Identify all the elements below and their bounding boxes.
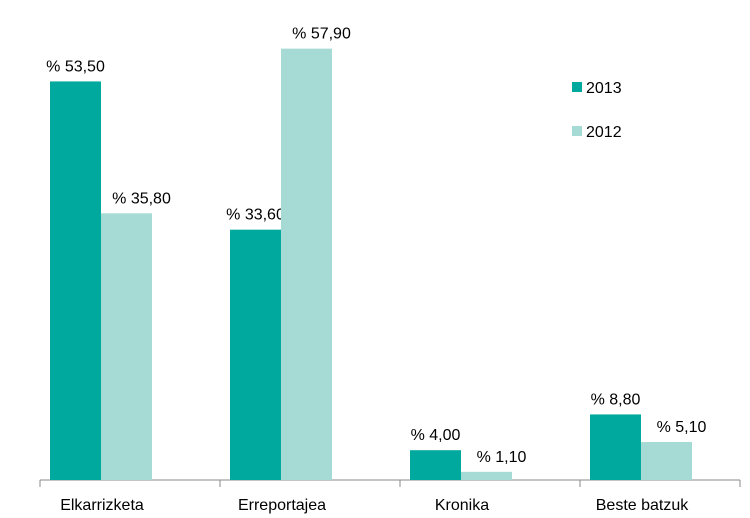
x-tick-label: Elkarrizketa (60, 497, 144, 514)
bar (281, 48, 332, 481)
bar (461, 471, 512, 480)
data-label: % 53,50 (46, 58, 105, 75)
data-label: % 35,80 (112, 190, 171, 207)
x-tick-label: Erreportajea (238, 497, 326, 514)
data-label: % 8,80 (591, 391, 641, 408)
bar (410, 450, 461, 480)
legend-label: 2012 (586, 124, 622, 141)
bar (101, 213, 152, 481)
data-label: % 4,00 (411, 427, 461, 444)
bar (50, 81, 101, 481)
legend-swatch (572, 126, 582, 136)
bar (230, 229, 281, 480)
bar (641, 442, 692, 480)
x-tick-label: Beste batzuk (596, 497, 690, 514)
bar (590, 414, 641, 480)
legend-swatch (572, 82, 582, 92)
data-label: % 1,10 (477, 449, 527, 466)
legend-label: 2013 (586, 80, 622, 97)
data-label: % 33,60 (226, 207, 285, 224)
data-label: % 5,10 (657, 419, 707, 436)
data-label: % 57,90 (292, 26, 351, 43)
x-tick-label: Kronika (435, 497, 489, 514)
